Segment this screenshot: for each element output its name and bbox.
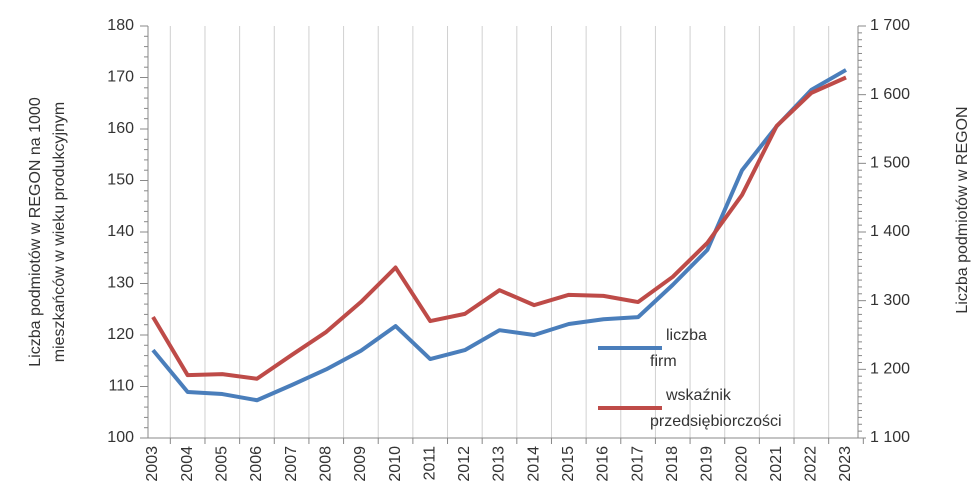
x-tick-label: 2015 xyxy=(560,446,577,482)
y2-tick-label: 1 300 xyxy=(870,292,910,309)
y2-tick-label: 1 600 xyxy=(870,86,910,103)
legend-label: liczba firm xyxy=(650,327,707,370)
legend-label: wskaźnik przedsiębiorczości xyxy=(650,387,782,430)
x-tick-label: 2010 xyxy=(387,446,404,482)
x-tick-label: 2022 xyxy=(803,446,820,482)
series-line xyxy=(151,75,847,381)
x-tick-label: 2003 xyxy=(144,446,161,482)
x-tick-label: 2008 xyxy=(317,446,334,482)
x-tick-label: 2020 xyxy=(733,446,750,482)
y2-tick-label: 1 100 xyxy=(870,429,910,446)
x-tick-label: 2012 xyxy=(456,446,473,482)
x-tick-label: 2006 xyxy=(248,446,265,482)
y-tick-label: 140 xyxy=(107,223,134,240)
x-tick-label: 2005 xyxy=(214,446,231,482)
x-tick-label: 2011 xyxy=(421,446,438,481)
series-line xyxy=(151,68,847,403)
x-tick-label: 2016 xyxy=(595,446,612,482)
y2-axis-label: Liczba podmiotów w REGON xyxy=(954,106,971,313)
y-axis-label: Liczba podmiotów w REGON na 1000 xyxy=(27,97,44,367)
y2-tick-label: 1 700 xyxy=(870,17,910,34)
x-tick-label: 2019 xyxy=(699,446,716,482)
x-tick-label: 2018 xyxy=(664,446,681,482)
y-tick-label: 100 xyxy=(107,429,134,446)
y-axis-label: mieszkańców w wieku produkcyjnym xyxy=(51,102,68,363)
x-tick-label: 2007 xyxy=(283,446,300,482)
y-tick-label: 170 xyxy=(107,69,134,86)
y-tick-label: 120 xyxy=(107,326,134,343)
x-tick-label: 2013 xyxy=(491,446,508,482)
y-tick-label: 150 xyxy=(107,172,134,189)
y-tick-label: 130 xyxy=(107,275,134,292)
x-tick-label: 2021 xyxy=(768,446,785,482)
y2-tick-label: 1 500 xyxy=(870,155,910,172)
y2-tick-label: 1 400 xyxy=(870,223,910,240)
y-tick-label: 110 xyxy=(108,378,134,395)
x-tick-label: 2023 xyxy=(837,446,854,482)
x-tick-label: 2014 xyxy=(525,446,542,482)
y-tick-label: 160 xyxy=(107,120,134,137)
y-tick-label: 180 xyxy=(107,17,134,34)
x-tick-label: 2017 xyxy=(629,446,646,482)
x-tick-label: 2009 xyxy=(352,446,369,482)
y2-tick-label: 1 200 xyxy=(870,361,910,378)
x-tick-label: 2004 xyxy=(179,446,196,482)
